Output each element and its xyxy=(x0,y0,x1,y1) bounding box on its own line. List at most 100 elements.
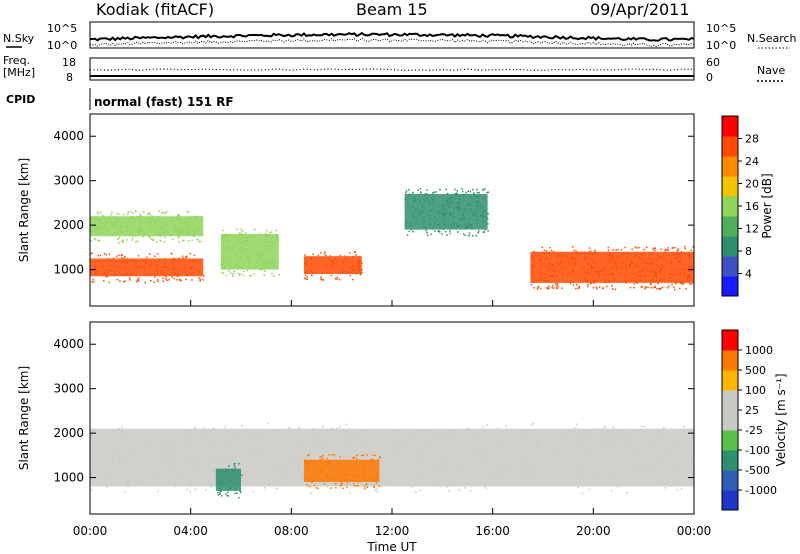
time-tick-label: 00:00 xyxy=(677,524,712,538)
scatter-point xyxy=(189,456,192,458)
scatter-point xyxy=(259,233,262,235)
scatter-point xyxy=(173,268,176,271)
scatter-point xyxy=(186,224,189,227)
scatter-point xyxy=(531,273,533,275)
scatter-point xyxy=(200,437,203,439)
scatter-point xyxy=(335,487,337,489)
scatter-point xyxy=(679,272,681,275)
scatter-point xyxy=(339,456,342,458)
scatter-point xyxy=(607,431,609,434)
scatter-point xyxy=(165,275,167,278)
scatter-point xyxy=(351,278,354,281)
scatter-point xyxy=(103,223,106,226)
scatter-point xyxy=(592,286,595,289)
scatter-point xyxy=(531,271,533,273)
scatter-point xyxy=(247,256,250,258)
scatter-point xyxy=(129,273,131,275)
freq-panel: Freq. [MHz] 18 8 60 0 Nave xyxy=(3,54,785,84)
scatter-point xyxy=(154,220,156,223)
scatter-point xyxy=(305,278,307,280)
scatter-point xyxy=(563,267,566,270)
scatter-point xyxy=(329,259,332,262)
scatter-point xyxy=(247,244,249,246)
scatter-point xyxy=(95,272,97,274)
scatter-point xyxy=(612,473,615,476)
scatter-point xyxy=(482,215,484,217)
scatter-point xyxy=(617,457,620,459)
scatter-point xyxy=(455,481,457,484)
scatter-point xyxy=(603,267,606,269)
scatter-point xyxy=(366,486,369,489)
power-colorbar-title: Power [dB] xyxy=(760,173,774,238)
freq-tick-bottom: 8 xyxy=(66,71,73,84)
scatter-point xyxy=(544,273,547,276)
scatter-point xyxy=(572,284,575,286)
time-tick-label: 08:00 xyxy=(274,524,309,538)
scatter-point xyxy=(167,456,170,458)
scatter-point xyxy=(587,252,590,255)
scatter-point xyxy=(225,274,228,277)
range-tick-label: 4000 xyxy=(53,129,84,143)
scatter-point xyxy=(149,218,151,220)
scatter-point xyxy=(105,253,107,256)
scatter-point xyxy=(344,459,346,462)
scatter-point xyxy=(604,446,606,448)
scatter-point xyxy=(409,222,412,225)
scatter-point xyxy=(447,201,450,203)
scatter-point xyxy=(153,255,156,258)
freq-tick-top: 18 xyxy=(62,56,76,69)
scatter-point xyxy=(537,287,539,289)
scatter-point xyxy=(656,287,658,290)
scatter-point xyxy=(667,286,669,289)
scatter-point xyxy=(270,237,273,240)
scatter-point xyxy=(448,431,451,433)
scatter-point xyxy=(353,485,356,487)
scatter-point xyxy=(236,254,238,256)
scatter-point xyxy=(605,281,607,284)
scatter-point xyxy=(545,280,547,283)
scatter-point xyxy=(275,229,278,232)
scatter-point xyxy=(108,216,110,218)
noise-right-tick-top: 10^5 xyxy=(706,22,736,35)
scatter-point xyxy=(193,235,195,238)
scatter-point xyxy=(469,203,471,206)
scatter-point xyxy=(645,266,648,268)
scatter-point xyxy=(394,443,397,445)
scatter-point xyxy=(460,218,462,221)
scatter-point xyxy=(246,239,248,242)
scatter-point xyxy=(161,226,163,229)
scatter-point xyxy=(117,220,119,222)
scatter-point xyxy=(364,487,366,490)
scatter-point xyxy=(154,265,157,267)
scatter-point xyxy=(356,458,358,460)
scatter-point xyxy=(412,213,414,216)
scatter-point xyxy=(320,278,322,280)
scatter-point xyxy=(649,271,652,273)
scatter-point xyxy=(655,274,657,277)
scatter-point xyxy=(626,492,628,494)
scatter-point xyxy=(521,433,524,436)
scatter-point xyxy=(431,192,434,194)
scatter-point xyxy=(135,230,138,233)
scatter-point xyxy=(335,473,338,475)
scatter-point xyxy=(320,471,323,473)
scatter-point xyxy=(164,265,166,268)
scatter-point xyxy=(412,230,414,233)
scatter-point xyxy=(667,247,669,249)
scatter-point xyxy=(415,490,417,493)
scatter-point xyxy=(99,212,102,214)
scatter-point xyxy=(587,433,590,436)
scatter-point xyxy=(195,428,198,431)
scatter-point xyxy=(272,265,275,268)
scatter-point xyxy=(578,434,580,436)
scatter-point xyxy=(559,454,562,456)
scatter-point xyxy=(415,459,418,461)
scatter-point xyxy=(653,272,656,274)
scatter-point xyxy=(624,280,626,283)
scatter-point xyxy=(447,198,449,201)
scatter-point xyxy=(367,477,370,480)
scatter-point xyxy=(165,277,167,280)
scatter-point xyxy=(163,259,165,261)
scatter-point xyxy=(166,230,168,232)
scatter-point xyxy=(576,423,578,426)
